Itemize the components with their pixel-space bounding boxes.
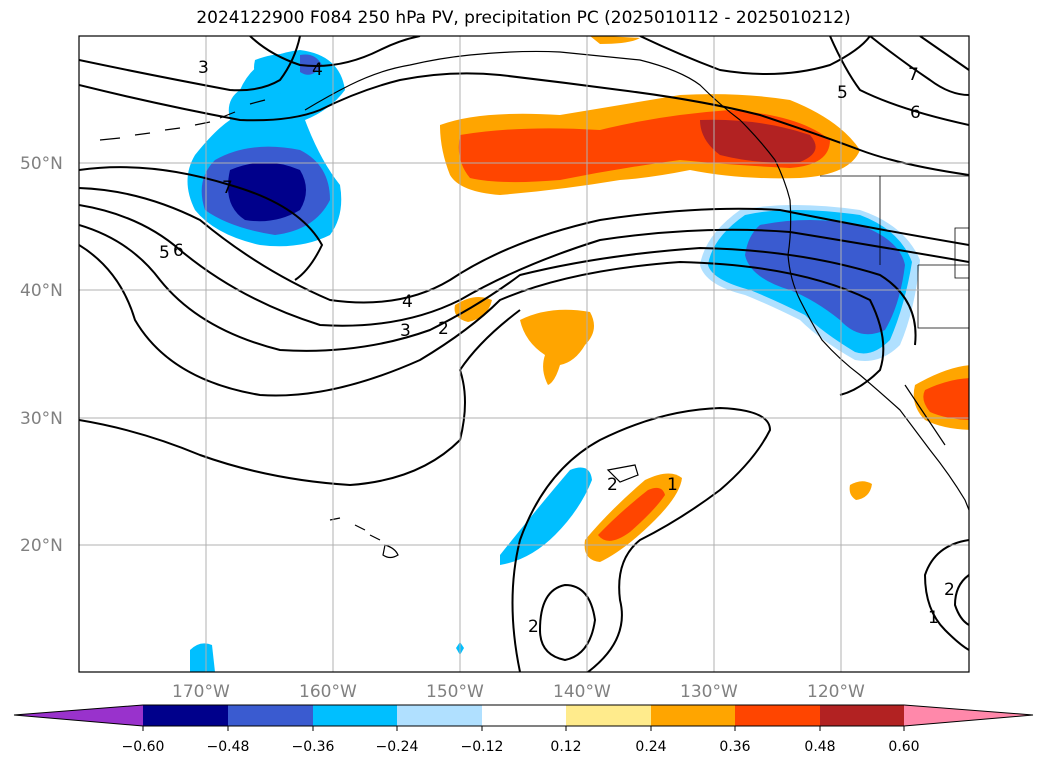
colorbar-segment	[143, 705, 228, 726]
colorbar-tick-label: 0.36	[719, 739, 750, 755]
pv-contour-north-3	[79, 36, 301, 92]
neg-blob-east-mid	[745, 220, 905, 335]
lon-label-160w: 160°W	[299, 682, 357, 702]
pv-label: 1	[667, 475, 678, 495]
pv-label: 2	[528, 617, 539, 637]
latitude-labels: 50°N 40°N 30°N 20°N	[20, 154, 63, 556]
pv-label: 6	[173, 241, 184, 261]
graticule	[79, 36, 969, 672]
colorbar-segment	[228, 705, 313, 726]
neg-streak-south	[500, 467, 592, 565]
pv-label: 4	[402, 292, 413, 312]
map-title: 2024122900 F084 250 hPa PV, precipitatio…	[196, 8, 851, 28]
colorbar-tick-label: 0.24	[635, 739, 666, 755]
colorbar-extend-right	[904, 705, 1033, 726]
lat-label-20: 20°N	[20, 536, 63, 556]
pv-contour-south-inner	[538, 583, 597, 662]
pv-label: 3	[198, 58, 209, 78]
colorbar: −0.60 −0.48 −0.36 −0.24 −0.12 0.12 0.24 …	[13, 704, 1034, 755]
lon-label-150w: 150°W	[426, 682, 484, 702]
colorbar-tick-label: −0.48	[207, 739, 250, 755]
lon-label-170w: 170°W	[172, 682, 230, 702]
colorbar-extend-left	[14, 705, 143, 726]
pv-label: 1	[928, 608, 939, 628]
colorbar-tick-label: 0.12	[550, 739, 581, 755]
pv-label: 5	[837, 83, 848, 103]
baja	[904, 384, 946, 446]
pv-label: 5	[159, 243, 170, 263]
pv-contour-ne-6	[869, 36, 969, 96]
colorbar-tick-label: −0.12	[461, 739, 504, 755]
pv-contour-south-loop	[511, 406, 772, 672]
pos-blob-mid	[520, 309, 594, 385]
colorbar-segment	[651, 705, 735, 726]
colorbar-segment	[482, 705, 566, 726]
lon-label-120w: 120°W	[807, 682, 865, 702]
pv-label: 4	[312, 60, 323, 80]
colorbar-segment	[820, 705, 904, 726]
pv-contour-se	[923, 539, 969, 651]
colorbar-segment	[735, 705, 820, 726]
precip-shading	[187, 36, 969, 672]
pv-label: 7	[222, 178, 233, 198]
colorbar-ticks	[142, 726, 905, 731]
colorbar-segment	[313, 705, 397, 726]
pv-contour-labels: 3 4 7 5 6 7 5 6 4 3 2 2 1 2 1 2	[159, 58, 955, 637]
pv-contour-7	[79, 166, 324, 281]
pv-label: 2	[944, 580, 955, 600]
colorbar-segment	[397, 705, 482, 726]
colorbar-tick-label: −0.24	[376, 739, 419, 755]
pv-contour-4	[79, 224, 917, 352]
pv-label: 2	[438, 319, 449, 339]
pv-contours	[79, 36, 969, 672]
pv-contour-ne-7	[919, 36, 969, 71]
na-west-coast	[774, 159, 969, 511]
lat-label-50: 50°N	[20, 154, 63, 174]
aleutians	[99, 99, 266, 141]
pv-contour-5	[79, 204, 969, 327]
pos-band-north-core	[700, 119, 816, 163]
colorbar-segment	[566, 705, 651, 726]
map-frame	[78, 35, 970, 673]
pv-contour-6	[79, 187, 969, 304]
pv-contour-3	[79, 244, 885, 397]
lat-label-30: 30°N	[20, 409, 63, 429]
colorbar-tick-label: 0.60	[888, 739, 919, 755]
colorbar-tick-label: 0.48	[804, 739, 835, 755]
pv-label: 6	[910, 103, 921, 123]
pv-label: 3	[400, 321, 411, 341]
lon-label-130w: 130°W	[680, 682, 738, 702]
colorbar-tick-label: −0.36	[292, 739, 335, 755]
longitude-labels: 170°W 160°W 150°W 140°W 130°W 120°W	[172, 682, 865, 702]
pv-contour-north-4	[79, 72, 969, 176]
lat-label-40: 40°N	[20, 281, 63, 301]
pv-label: 2	[607, 475, 618, 495]
pv-label: 7	[908, 65, 919, 85]
lon-label-140w: 140°W	[553, 682, 611, 702]
colorbar-tick-label: −0.60	[122, 739, 165, 755]
hawaii	[329, 517, 399, 559]
neg-blob-west-core	[227, 162, 306, 222]
state-borders	[820, 175, 969, 329]
